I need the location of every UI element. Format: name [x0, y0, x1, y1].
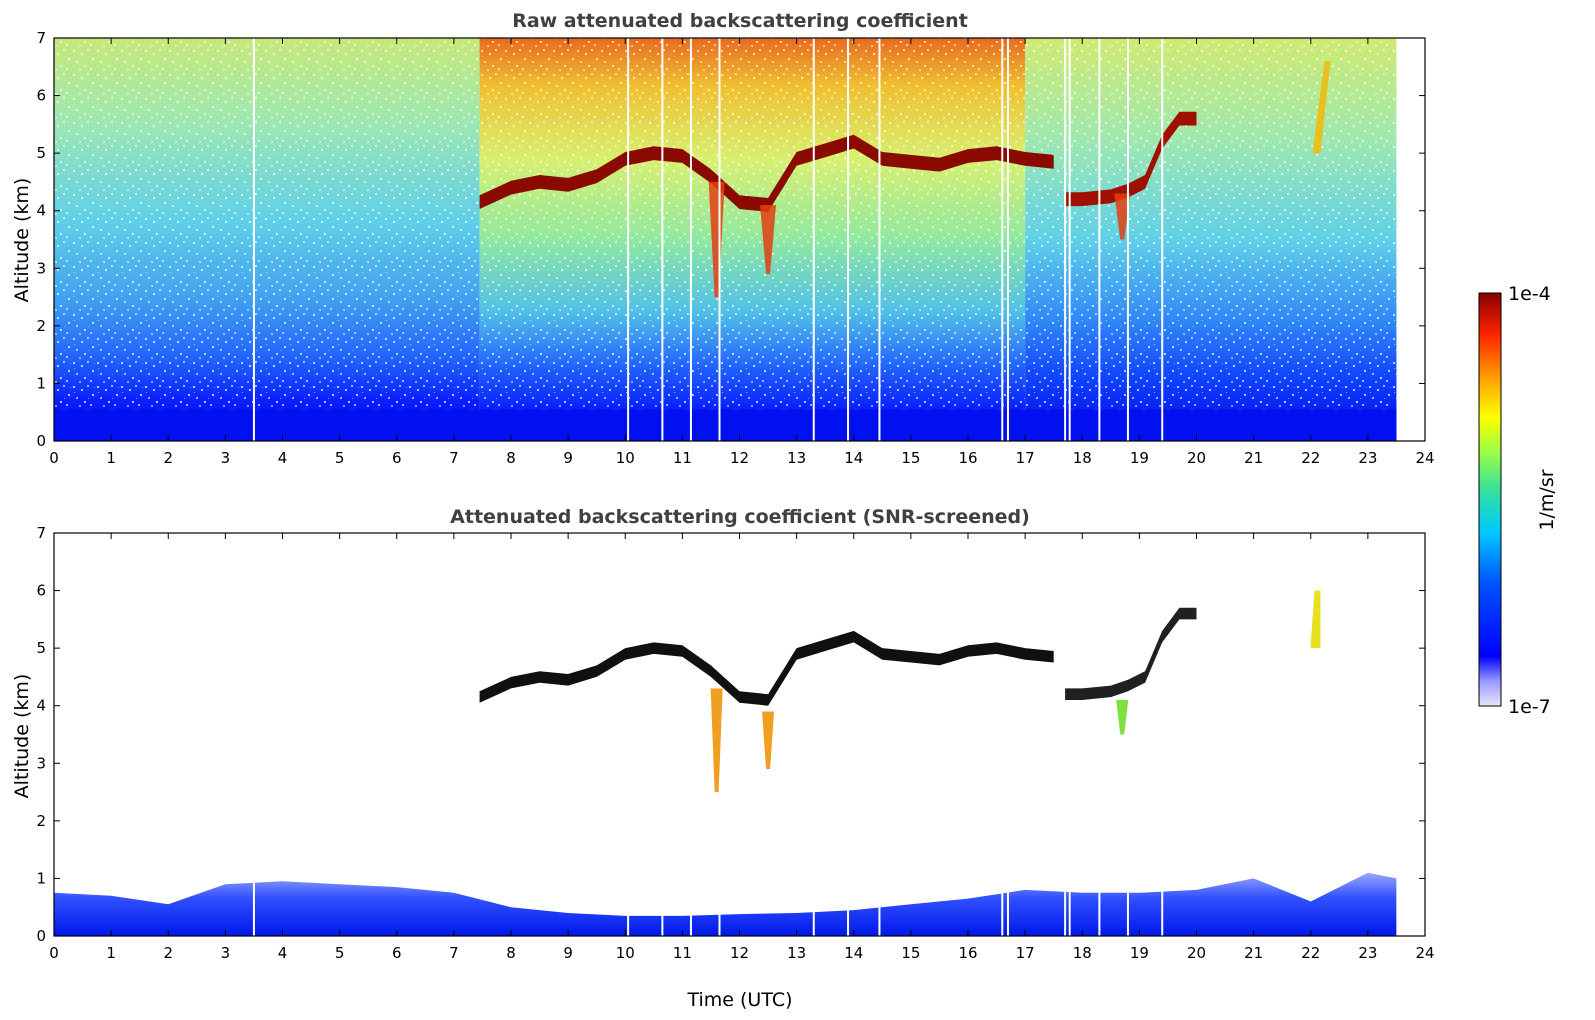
bottom-x-tick-label: 14 — [844, 944, 863, 962]
colorbar-max-label: 1e-4 — [1508, 283, 1551, 305]
bottom-x-tick-label: 10 — [616, 944, 635, 962]
bottom-y-tick-label: 4 — [36, 697, 46, 715]
bottom-x-tick-label: 4 — [278, 944, 288, 962]
bottom-cloud-layer-2 — [1065, 607, 1197, 700]
top-x-tick-label: 17 — [1016, 449, 1035, 467]
top-y-tick-label: 3 — [36, 259, 46, 277]
bottom-y-tick-label: 6 — [36, 582, 46, 600]
top-y-tick-label: 0 — [36, 432, 46, 450]
top-y-axis-label: Altitude (km) — [11, 178, 33, 303]
bottom-x-tick-label: 19 — [1130, 944, 1149, 962]
bottom-x-tick-label: 18 — [1073, 944, 1092, 962]
top-heatmap-panel — [54, 38, 1397, 441]
top-near-surface-signal — [54, 409, 1397, 441]
top-y-tick-label: 7 — [36, 29, 46, 47]
top-x-tick-label: 23 — [1358, 449, 1377, 467]
colorbar-unit-label: 1/m/sr — [1536, 469, 1558, 530]
bottom-no-data-region — [1396, 533, 1425, 936]
top-y-tick-label: 6 — [36, 87, 46, 105]
top-x-tick-label: 7 — [449, 449, 459, 467]
top-cloud-layer — [479, 134, 1054, 212]
bottom-cloud-layer — [479, 630, 1054, 706]
bottom-fall-streak-2 — [1116, 699, 1129, 735]
top-fall-streak-0 — [708, 181, 725, 298]
top-y-tick-label: 5 — [36, 144, 46, 162]
top-axes: 0 1 2 3 4 5 6 7 8 9 10 11 12 13 14 15 16 17 18 19 20 21 22 23 24… — [36, 29, 1434, 467]
bottom-x-tick-label: 13 — [787, 944, 806, 962]
top-x-tick-label: 12 — [730, 449, 749, 467]
top-x-tick-label: 14 — [844, 449, 863, 467]
top-x-tick-label: 19 — [1130, 449, 1149, 467]
bottom-y-tick-label: 0 — [36, 927, 46, 945]
top-x-tick-label: 4 — [278, 449, 288, 467]
bottom-chart-title: Attenuated backscattering coefficient (S… — [450, 506, 1030, 528]
top-x-tick-label: 24 — [1415, 449, 1434, 467]
top-x-tick-label: 11 — [673, 449, 692, 467]
bottom-boundary-layer — [54, 872, 1397, 936]
top-x-tick-label: 20 — [1187, 449, 1206, 467]
bottom-fall-streak-0 — [710, 688, 723, 793]
top-chart-title: Raw attenuated backscattering coefficien… — [512, 10, 968, 32]
bottom-y-tick-label: 1 — [36, 869, 46, 887]
bottom-x-tick-label: 0 — [49, 944, 59, 962]
bottom-x-tick-label: 17 — [1016, 944, 1035, 962]
bottom-x-tick-label: 16 — [958, 944, 977, 962]
bottom-axes: 0 1 2 3 4 5 6 7 8 9 10 11 12 13 14 15 16 17 18 19 20 21 22 23 24… — [36, 524, 1434, 962]
bottom-y-axis-label: Altitude (km) — [11, 674, 33, 799]
top-x-tick-label: 6 — [392, 449, 402, 467]
top-x-tick-label: 13 — [787, 449, 806, 467]
bottom-x-tick-label: 12 — [730, 944, 749, 962]
bottom-x-tick-label: 15 — [901, 944, 920, 962]
bottom-fall-streak-1 — [762, 711, 775, 770]
top-x-tick-label: 9 — [563, 449, 573, 467]
top-x-tick-label: 1 — [106, 449, 116, 467]
top-x-tick-label: 21 — [1244, 449, 1263, 467]
top-x-tick-label: 16 — [958, 449, 977, 467]
colorbar-min-label: 1e-7 — [1508, 696, 1551, 718]
bottom-x-tick-label: 5 — [335, 944, 345, 962]
top-noise-overlay — [54, 38, 1397, 441]
top-x-tick-label: 3 — [221, 449, 231, 467]
top-x-tick-label: 2 — [163, 449, 173, 467]
colorbar: 1e-4 1e-7 1/m/sr — [1478, 283, 1558, 718]
top-isolated-feature — [1312, 61, 1331, 154]
bottom-y-tick-label: 7 — [36, 524, 46, 542]
bottom-x-tick-label: 21 — [1244, 944, 1263, 962]
top-fall-streak-2 — [1114, 193, 1131, 240]
bottom-x-tick-label: 23 — [1358, 944, 1377, 962]
bottom-x-tick-label: 1 — [106, 944, 116, 962]
top-y-tick-label: 2 — [36, 317, 46, 335]
top-x-tick-label: 5 — [335, 449, 345, 467]
top-y-tick-label: 4 — [36, 202, 46, 220]
bottom-axes-frame — [53, 532, 1426, 937]
top-cloud-layer-2 — [1065, 111, 1197, 207]
bottom-isolated-feature — [1310, 590, 1321, 649]
top-fall-streak-1 — [760, 204, 777, 275]
bottom-heatmap-panel — [54, 533, 1425, 936]
bottom-x-tick-label: 8 — [506, 944, 516, 962]
top-x-tick-label: 8 — [506, 449, 516, 467]
bottom-y-tick-label: 2 — [36, 812, 46, 830]
bottom-x-tick-label: 24 — [1415, 944, 1434, 962]
top-x-tick-label: 15 — [901, 449, 920, 467]
bottom-x-tick-label: 6 — [392, 944, 402, 962]
bottom-x-tick-label: 20 — [1187, 944, 1206, 962]
bottom-x-tick-label: 22 — [1301, 944, 1320, 962]
top-x-tick-label: 22 — [1301, 449, 1320, 467]
bottom-x-tick-label: 2 — [163, 944, 173, 962]
x-axis-label: Time (UTC) — [686, 989, 792, 1011]
bottom-x-tick-label: 7 — [449, 944, 459, 962]
bottom-x-tick-label: 11 — [673, 944, 692, 962]
bottom-y-tick-label: 3 — [36, 754, 46, 772]
colorbar-gradient — [1478, 292, 1502, 707]
bottom-x-tick-label: 9 — [563, 944, 573, 962]
bottom-y-tick-label: 5 — [36, 639, 46, 657]
top-y-tick-label: 1 — [36, 374, 46, 392]
top-x-tick-label: 10 — [616, 449, 635, 467]
top-x-tick-label: 0 — [49, 449, 59, 467]
bottom-x-tick-label: 3 — [221, 944, 231, 962]
top-x-tick-label: 18 — [1073, 449, 1092, 467]
